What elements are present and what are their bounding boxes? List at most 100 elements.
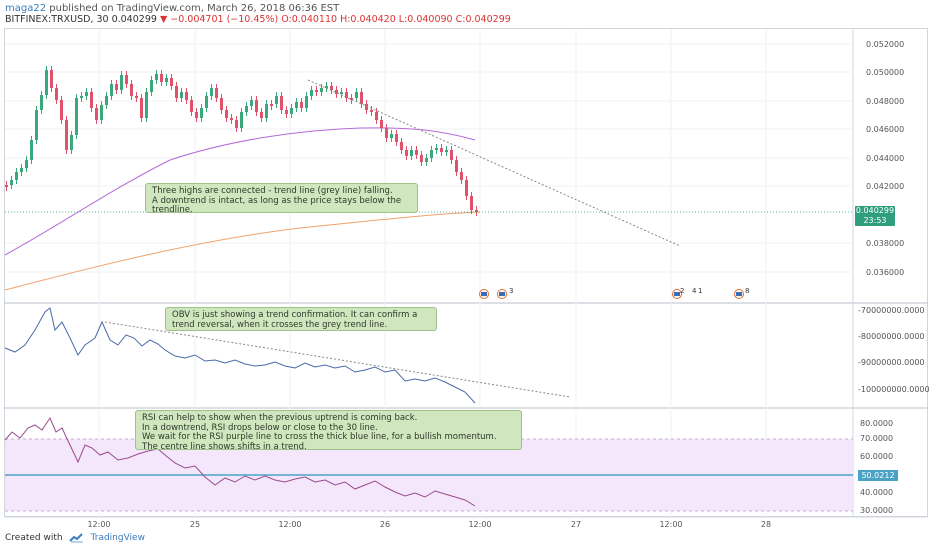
candle[interactable] bbox=[70, 135, 73, 150]
candle[interactable] bbox=[255, 100, 258, 112]
candle[interactable] bbox=[325, 86, 328, 88]
candle[interactable] bbox=[270, 104, 273, 106]
candle[interactable] bbox=[330, 86, 333, 90]
candle[interactable] bbox=[225, 110, 228, 118]
candle[interactable] bbox=[170, 78, 173, 86]
rsi-axis[interactable]: 80.0000 70.0000 60.0000 40.0000 30.0000 bbox=[860, 419, 893, 515]
candle[interactable] bbox=[360, 92, 363, 104]
event-flag-icon[interactable] bbox=[670, 289, 684, 299]
candle[interactable] bbox=[315, 90, 318, 92]
candle[interactable] bbox=[30, 140, 33, 160]
candle[interactable] bbox=[125, 75, 128, 84]
candle[interactable] bbox=[240, 112, 243, 128]
candle[interactable] bbox=[215, 88, 218, 98]
candle[interactable] bbox=[465, 180, 468, 196]
rsi-note[interactable]: RSI can help to show when the previous u… bbox=[135, 410, 522, 451]
candle[interactable] bbox=[405, 150, 408, 156]
candle[interactable] bbox=[425, 158, 428, 162]
candle[interactable] bbox=[400, 142, 403, 150]
candle[interactable] bbox=[75, 98, 78, 135]
tradingview-brand[interactable]: TradingView bbox=[90, 533, 145, 543]
candle[interactable] bbox=[60, 100, 63, 120]
candle[interactable] bbox=[55, 88, 58, 100]
candle[interactable] bbox=[380, 120, 383, 128]
candle[interactable] bbox=[145, 92, 148, 118]
candle[interactable] bbox=[160, 74, 163, 82]
candle[interactable] bbox=[40, 95, 43, 110]
price-axis[interactable]: 0.052000 0.050000 0.048000 0.046000 0.044000… bbox=[866, 40, 904, 277]
candle[interactable] bbox=[90, 92, 93, 108]
candle[interactable] bbox=[415, 150, 418, 155]
candle[interactable] bbox=[195, 112, 198, 118]
candle[interactable] bbox=[385, 128, 388, 138]
candle[interactable] bbox=[450, 150, 453, 160]
candle[interactable] bbox=[135, 96, 138, 98]
candle[interactable] bbox=[265, 104, 268, 118]
candle[interactable] bbox=[25, 160, 28, 168]
candle[interactable] bbox=[310, 90, 313, 96]
obv-axis[interactable]: -70000000.0000 -80000000.0000 -90000000.00… bbox=[858, 306, 930, 394]
candle[interactable] bbox=[305, 96, 308, 108]
candle[interactable] bbox=[285, 110, 288, 114]
candle[interactable] bbox=[345, 92, 348, 98]
candle[interactable] bbox=[120, 75, 123, 90]
candle[interactable] bbox=[200, 108, 203, 118]
time-axis[interactable]: 12:00 25 12:00 26 12:00 27 12:00 28 bbox=[87, 520, 771, 529]
candle[interactable] bbox=[260, 112, 263, 118]
candle[interactable] bbox=[365, 104, 368, 110]
candle[interactable] bbox=[95, 108, 98, 120]
candle[interactable] bbox=[280, 96, 283, 110]
candle[interactable] bbox=[430, 150, 433, 158]
candle[interactable] bbox=[295, 102, 298, 108]
candle[interactable] bbox=[140, 98, 143, 118]
candle[interactable] bbox=[180, 92, 183, 98]
event-flag-icon[interactable] bbox=[732, 289, 746, 299]
candle[interactable] bbox=[390, 134, 393, 138]
candle[interactable] bbox=[65, 120, 68, 150]
candle[interactable] bbox=[190, 100, 193, 112]
candle[interactable] bbox=[370, 110, 373, 112]
candle[interactable] bbox=[300, 102, 303, 108]
candle[interactable] bbox=[210, 88, 213, 96]
candle[interactable] bbox=[250, 100, 253, 106]
candle[interactable] bbox=[470, 196, 473, 210]
candlestick-series[interactable] bbox=[5, 66, 478, 216]
candle[interactable] bbox=[375, 112, 378, 120]
candle[interactable] bbox=[50, 70, 53, 88]
candle[interactable] bbox=[355, 92, 358, 98]
candle[interactable] bbox=[435, 148, 438, 150]
candle[interactable] bbox=[15, 172, 18, 180]
author-link[interactable]: maga22 bbox=[5, 3, 47, 14]
candle[interactable] bbox=[340, 92, 343, 94]
event-flag-icon[interactable] bbox=[477, 289, 491, 299]
candle[interactable] bbox=[35, 110, 38, 140]
candle[interactable] bbox=[185, 92, 188, 100]
candle[interactable] bbox=[80, 96, 83, 98]
candle[interactable] bbox=[130, 84, 133, 96]
candle[interactable] bbox=[475, 210, 478, 212]
candle[interactable] bbox=[155, 74, 158, 80]
candle[interactable] bbox=[420, 155, 423, 162]
trend-note[interactable]: Three highs are connected - trend line (… bbox=[145, 183, 418, 215]
candle[interactable] bbox=[460, 172, 463, 180]
candle[interactable] bbox=[245, 106, 248, 112]
candle[interactable] bbox=[150, 80, 153, 92]
candle[interactable] bbox=[5, 185, 8, 187]
candle[interactable] bbox=[220, 98, 223, 110]
candle[interactable] bbox=[165, 78, 168, 82]
candle[interactable] bbox=[115, 84, 118, 90]
candle[interactable] bbox=[175, 86, 178, 98]
candle[interactable] bbox=[10, 180, 13, 185]
candle[interactable] bbox=[85, 92, 88, 96]
candle[interactable] bbox=[110, 84, 113, 96]
candle[interactable] bbox=[320, 88, 323, 92]
candle[interactable] bbox=[440, 148, 443, 152]
candle[interactable] bbox=[275, 96, 278, 104]
candle[interactable] bbox=[205, 96, 208, 108]
candle[interactable] bbox=[100, 105, 103, 120]
candle[interactable] bbox=[105, 96, 108, 105]
candle[interactable] bbox=[335, 90, 338, 94]
obv-trend-line[interactable] bbox=[104, 321, 571, 398]
candle[interactable] bbox=[395, 134, 398, 142]
